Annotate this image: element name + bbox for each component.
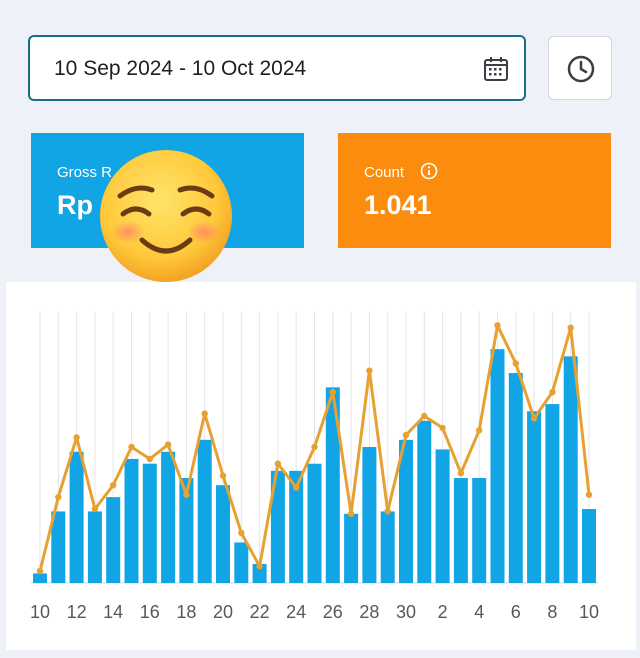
line-point[interactable] xyxy=(585,491,593,498)
bar[interactable] xyxy=(435,449,450,583)
x-tick-label: 28 xyxy=(359,602,379,622)
combo-chart: 10 12 14 16 18 20 22 24 26 28 30 2 4 6 8 10 xyxy=(30,311,599,622)
bar[interactable] xyxy=(380,511,395,583)
x-tick-label: 18 xyxy=(176,602,196,622)
line-point[interactable] xyxy=(55,493,62,501)
bar[interactable] xyxy=(216,485,230,583)
bar[interactable] xyxy=(490,349,505,583)
chart-panel: 10 12 14 16 18 20 22 24 26 28 30 2 4 6 8 10 xyxy=(6,282,636,650)
line-point[interactable] xyxy=(293,484,300,491)
line-point[interactable] xyxy=(329,388,336,396)
calendar-icon[interactable] xyxy=(482,55,510,88)
x-tick-label: 20 xyxy=(213,602,233,622)
x-tick-label: 22 xyxy=(250,602,270,622)
x-tick-label: 10 xyxy=(579,602,599,622)
line-point[interactable] xyxy=(183,491,190,498)
bar[interactable] xyxy=(289,470,304,583)
bar[interactable] xyxy=(307,463,322,583)
date-range-input[interactable]: 10 Sep 2024 - 10 Oct 2024 xyxy=(28,35,526,101)
line-point[interactable] xyxy=(384,508,391,515)
line-point[interactable] xyxy=(238,529,245,537)
bar[interactable] xyxy=(453,478,468,583)
x-tick-label: 4 xyxy=(474,602,484,622)
bar[interactable] xyxy=(51,511,66,583)
bar[interactable] xyxy=(527,411,542,583)
x-tick-label: 24 xyxy=(286,602,306,622)
bar[interactable] xyxy=(325,387,340,583)
line-point[interactable] xyxy=(201,410,208,417)
count-value: 1.041 xyxy=(364,190,432,220)
gross-revenue-value: Rp xyxy=(57,190,93,220)
bar[interactable] xyxy=(87,511,102,583)
bar[interactable] xyxy=(106,497,121,583)
line-point[interactable] xyxy=(457,470,465,477)
line-point[interactable] xyxy=(110,481,117,489)
bar[interactable] xyxy=(362,447,377,583)
x-tick-label: 6 xyxy=(511,602,521,622)
line-point[interactable] xyxy=(36,567,44,575)
x-tick-label: 10 xyxy=(30,602,50,622)
bar[interactable] xyxy=(270,470,285,583)
line-point[interactable] xyxy=(530,415,538,422)
bar[interactable] xyxy=(582,509,596,583)
bar[interactable] xyxy=(197,439,212,583)
x-tick-label: 26 xyxy=(323,602,343,622)
bar[interactable] xyxy=(545,404,560,583)
line-point[interactable] xyxy=(219,472,227,479)
bar[interactable] xyxy=(508,373,523,583)
bar[interactable] xyxy=(142,463,157,583)
info-icon[interactable] xyxy=(420,162,438,185)
bar[interactable] xyxy=(161,451,176,583)
count-label: Count xyxy=(364,164,405,181)
x-tick-label: 12 xyxy=(67,602,87,622)
line-point[interactable] xyxy=(274,460,282,467)
time-filter-button[interactable] xyxy=(548,36,612,100)
smiling-face-emoji xyxy=(98,148,234,289)
bar[interactable] xyxy=(124,458,139,583)
line-point[interactable] xyxy=(512,360,519,367)
gross-revenue-label: Gross R xyxy=(57,164,113,181)
line-point[interactable] xyxy=(256,563,263,570)
x-tick-label: 2 xyxy=(438,602,448,622)
clock-icon xyxy=(567,55,595,83)
line-point[interactable] xyxy=(73,434,80,441)
bar[interactable] xyxy=(234,542,249,583)
x-tick-label: 8 xyxy=(547,602,557,622)
bar[interactable] xyxy=(399,439,413,583)
bar[interactable] xyxy=(179,478,194,583)
line-point[interactable] xyxy=(311,443,318,451)
bar[interactable] xyxy=(472,478,487,583)
date-range-value: 10 Sep 2024 - 10 Oct 2024 xyxy=(54,57,307,80)
bar[interactable] xyxy=(417,420,432,583)
line-point[interactable] xyxy=(164,441,172,448)
bar[interactable] xyxy=(69,451,84,583)
line-point[interactable] xyxy=(421,412,428,420)
line-point[interactable] xyxy=(347,510,355,518)
x-tick-label: 16 xyxy=(140,602,160,622)
line-point[interactable] xyxy=(402,431,410,439)
line-point[interactable] xyxy=(494,322,501,329)
line-point[interactable] xyxy=(91,505,99,513)
line-point[interactable] xyxy=(549,388,556,396)
line-point[interactable] xyxy=(439,424,446,432)
line-point[interactable] xyxy=(128,443,135,451)
bar[interactable] xyxy=(563,356,578,583)
line-point[interactable] xyxy=(567,324,574,331)
line-point[interactable] xyxy=(366,367,373,374)
count-card[interactable]: Count 1.041 xyxy=(338,133,611,248)
bar[interactable] xyxy=(344,513,359,583)
x-tick-label: 14 xyxy=(103,602,123,622)
x-tick-label: 30 xyxy=(396,602,416,622)
line-point[interactable] xyxy=(476,427,483,434)
line-point[interactable] xyxy=(146,455,153,463)
bar[interactable] xyxy=(252,563,267,583)
bar[interactable] xyxy=(33,573,47,583)
